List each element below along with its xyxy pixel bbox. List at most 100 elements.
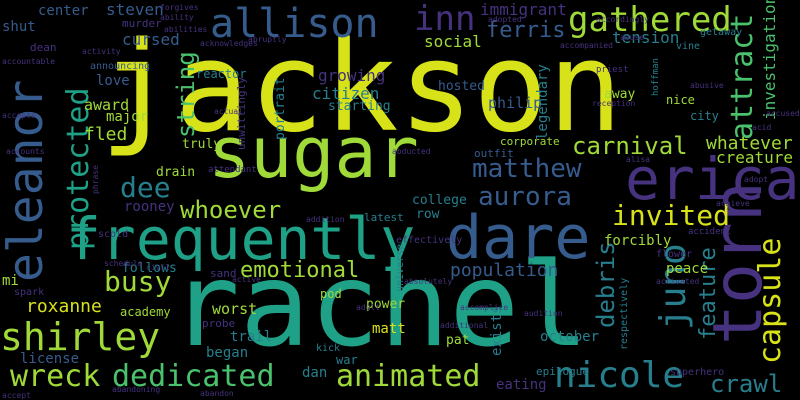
word-portrait: portrait [273,77,288,140]
word-october: october [540,329,600,345]
word-inn: inn [414,0,476,39]
word-jackson: jackson [100,16,623,160]
word-hoffman: hoffman [651,58,661,96]
word-abilities: abilities [164,25,208,34]
word-scold: scold [98,229,129,240]
word-worst: worst [212,300,258,318]
word-mi: mi [2,273,19,289]
word-philip: philip [488,94,543,112]
word-abducted: abducted [392,147,431,156]
word-accepts: accepts [2,111,36,120]
word-activity: activity [82,47,121,56]
word-accompanied: accompanied [560,41,613,50]
word-accident: accident [688,227,732,237]
word-dean: dean [30,41,57,54]
word-began: began [206,345,249,361]
word-animated: animated [336,359,481,394]
word-abuse: abuse [620,33,645,42]
word-whoever: whoever [180,196,282,224]
word-away: away [604,87,636,102]
word-accomplice: accomplice [460,303,509,312]
word-accused: accused [766,109,800,118]
word-effectively: effectively [396,235,463,246]
word-legendary: legendary [535,64,551,140]
word-nice: nice [666,93,695,107]
word-sugar: sugar [208,112,419,194]
word-acid: acid [752,123,772,132]
word-accounts: accounts [6,147,45,156]
word-active: active [232,275,261,284]
word-crawl: crawl [710,370,783,398]
word-audition: audition [524,309,563,318]
word-pat: pat [446,333,470,348]
word-starting: starting [328,99,391,114]
word-ferris: ferris [486,18,566,43]
word-drain: drain [156,165,196,180]
word-outfit: outfit [474,147,514,160]
word-spark: spark [14,287,45,298]
word-investigation: investigation [760,0,779,120]
word-accordingly: accordingly [596,15,649,24]
word-dan: dan [302,365,328,381]
word-peace: peace [666,261,709,277]
word-dare: dare [446,203,591,273]
word-academy: academy [120,305,171,319]
word-allison: allison [210,1,379,47]
word-hosted: hosted [438,79,485,94]
word-abruptly: abruptly [248,35,287,44]
word-forcibly: forcibly [604,233,672,249]
word-nicole: nicole [554,355,685,396]
word-actual: actual [214,107,243,116]
word-frequently: frequently [66,205,416,273]
word-reactor: reactor [196,67,247,81]
word-abandoning: abandoning [112,385,161,394]
word-erica: erica [625,145,800,213]
word-acknowledges: acknowledges [200,39,258,48]
word-row: row [416,207,440,222]
word-getaway: getaway [700,27,743,38]
word-debris: debris [592,241,620,328]
word-civil: civil [146,263,171,272]
word-achieve: achieve [716,199,750,208]
word-growing: growing [318,66,386,85]
word-major: major [106,109,149,125]
word-shut: shut [2,19,36,35]
word-addition: addition [306,215,345,224]
word-forgives: forgives [160,3,199,12]
word-abandon: abandon [200,389,234,398]
word-ability: ability [160,13,194,22]
word-alisa: alisa [626,155,651,164]
word-adopt: adopt [744,175,769,184]
word-accept: accept [2,391,31,400]
word-love: love [96,73,130,89]
word-announcing: announcing [90,61,151,72]
word-carnival: carnival [572,132,688,160]
word-center: center [38,3,89,19]
word-schedule: schedule [104,259,143,268]
word-wreck: wreck [10,359,101,394]
word-priest: priest [596,65,629,75]
word-steven: steven [106,0,164,19]
word-cursed: cursed [122,30,180,49]
word-creature: creature [716,148,794,167]
word-city: city [690,109,719,123]
word-immigrant: immigrant [480,0,567,19]
word-accountable: accountable [2,57,55,66]
word-phrase: phrase [91,165,100,194]
word-additional: additional [440,321,489,330]
word-absolutely: absolutely [404,277,453,286]
word-license: license [20,351,80,367]
word-dedicated: dedicated [112,359,275,394]
word-murder: murder [122,17,162,30]
word-attendant: attendant [208,165,257,175]
word-string: string [172,51,200,138]
word-dee: dee [120,171,171,204]
word-award: award [84,96,130,114]
word-reception: reception [592,99,636,108]
word-sand: sand [210,267,237,280]
word-epilogue: epilogue [536,365,589,378]
word-citizen: citizen [312,84,380,103]
word-kick: kick [316,343,341,354]
word-abusive: abusive [690,81,724,90]
